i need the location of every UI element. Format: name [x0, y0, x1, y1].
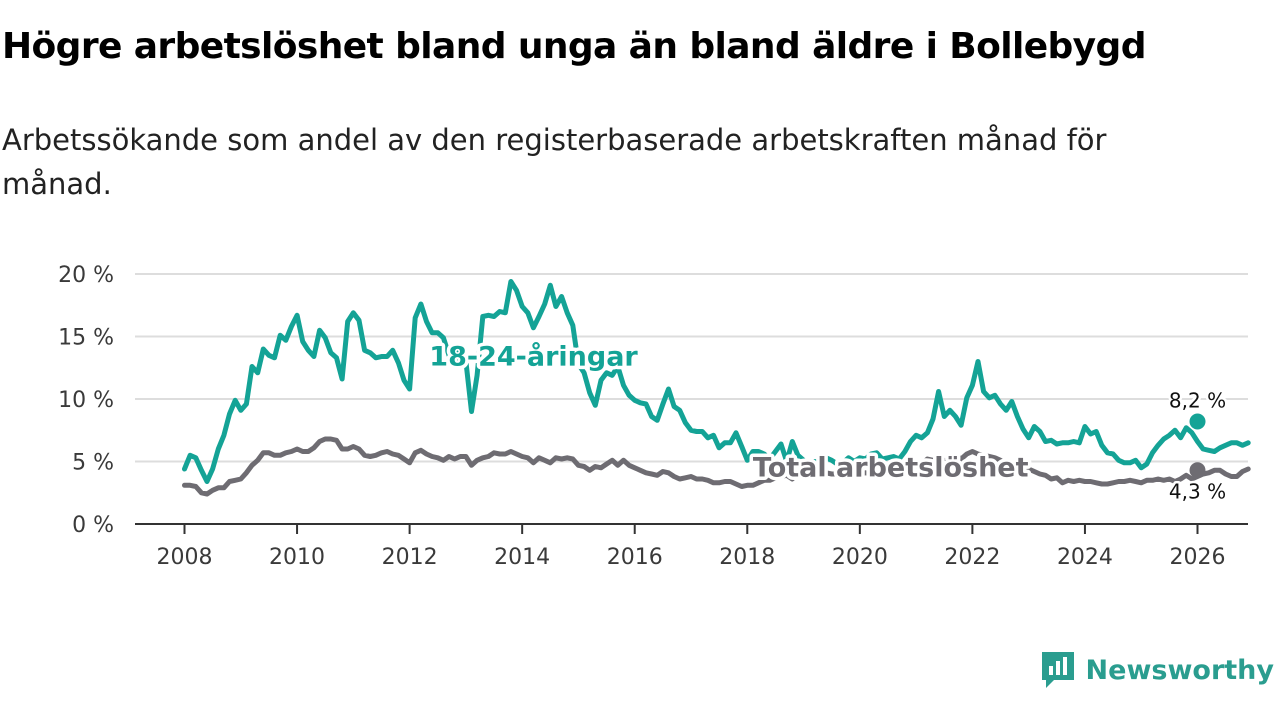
x-tick-label: 2026: [1170, 545, 1226, 570]
y-tick-label: 20 %: [58, 263, 114, 288]
x-tick-label: 2020: [832, 545, 888, 570]
series-lines: [182, 279, 1251, 497]
x-tick-label: 2010: [269, 545, 325, 570]
y-tick-label: 15 %: [58, 326, 114, 351]
chart-subtitle: Arbetssökande som andel av den registerb…: [2, 123, 1107, 201]
series-line-total: [182, 436, 1251, 497]
x-tick-label: 2016: [607, 545, 663, 570]
x-axis-ticks: 2008 2010 2012 2014 2016 2018 2020 2022 2024 2026: [157, 524, 1226, 570]
end-value-label-total: 4,3 %: [1169, 479, 1226, 503]
y-axis-ticks: 0 % 5 % 10 % 15 % 20 %: [58, 263, 114, 538]
series-name-label-total: Total arbetslöshet: [753, 453, 1029, 484]
series-line-youth: [182, 279, 1251, 484]
x-tick-label: 2022: [944, 545, 1000, 570]
chart-title: Högre arbetslöshet bland unga än bland ä…: [2, 26, 1146, 67]
x-tick-label: 2008: [157, 545, 213, 570]
brand-name: Newsworthy: [1085, 654, 1274, 686]
y-tick-label: 0 %: [72, 513, 114, 538]
series-name-label-youth: 18-24-åringar: [429, 340, 638, 372]
x-tick-label: 2014: [494, 545, 550, 570]
brand-logo: Newsworthy: [1040, 650, 1274, 690]
gridlines: [135, 273, 1248, 525]
x-tick-label: 2012: [382, 545, 438, 570]
y-tick-label: 5 %: [72, 451, 114, 476]
y-tick-label: 10 %: [58, 388, 114, 413]
end-point-total: [1189, 462, 1206, 479]
x-tick-label: 2018: [719, 545, 775, 570]
series-labels: 8,2 % 4,3 % 18-24-åringar Total arbetslöshe…: [426, 337, 1229, 506]
x-tick-label: 2024: [1057, 545, 1113, 570]
end-point-youth: [1189, 413, 1206, 430]
newsworthy-logo-icon: [1041, 652, 1074, 688]
end-value-label-youth: 8,2 %: [1169, 389, 1226, 413]
